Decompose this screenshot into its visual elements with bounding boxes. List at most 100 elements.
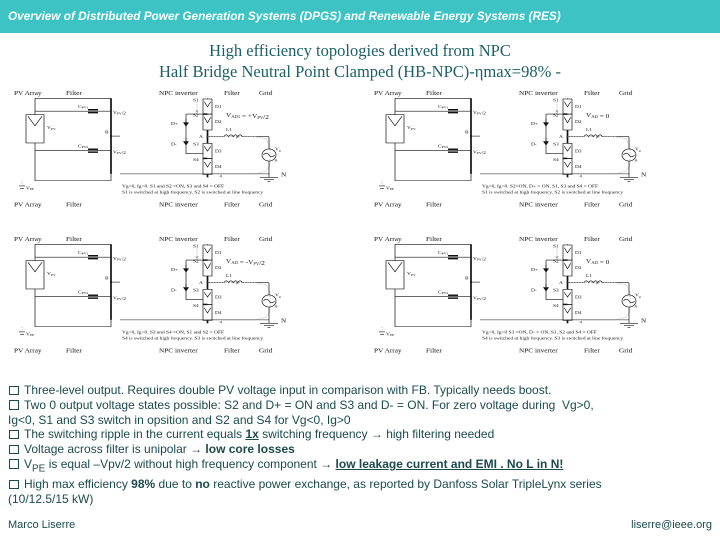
svg-text:CPV1: CPV1 [78, 105, 89, 110]
svg-text:Filter: Filter [66, 90, 83, 96]
svg-text:VAD = -VPV/2: VAD = -VPV/2 [226, 259, 266, 267]
svg-text:Grid: Grid [619, 236, 633, 242]
svg-text:NPC inverter: NPC inverter [159, 202, 198, 208]
svg-text:D1: D1 [575, 105, 582, 110]
svg-text:L1: L1 [226, 128, 233, 133]
svg-text:D+: D+ [171, 122, 178, 127]
svg-text:N: N [641, 172, 646, 178]
svg-text:NPC inverter: NPC inverter [519, 202, 558, 208]
svg-text:D1: D1 [215, 251, 222, 256]
svg-text:Filter: Filter [426, 90, 443, 96]
svg-text:D3: D3 [215, 296, 222, 301]
svg-text:Filter: Filter [224, 90, 241, 96]
svg-text:VPE: VPE [26, 187, 34, 192]
svg-text:D1: D1 [215, 105, 222, 110]
svg-text:L1: L1 [226, 274, 233, 279]
svg-text:VPV: VPV [47, 126, 56, 131]
svg-text:A: A [199, 281, 203, 286]
svg-text:NPC inverter: NPC inverter [159, 90, 198, 96]
svg-text:S1 is switched at high frequen: S1 is switched at high frequency. S2 is … [122, 191, 264, 196]
svg-text:VPV: VPV [47, 272, 56, 277]
svg-text:S2: S2 [193, 114, 199, 119]
svg-text:B: B [105, 131, 109, 136]
svg-text:D+: D+ [531, 122, 538, 127]
svg-text:S4 is switched at high frequen: S4 is switched at high frequency. S3 is … [122, 337, 264, 342]
svg-text:N: N [641, 318, 646, 324]
svg-text:VPV/2: VPV/2 [113, 151, 126, 156]
svg-text:Filter: Filter [584, 90, 601, 96]
svg-text:NPC inverter: NPC inverter [159, 236, 198, 242]
svg-text:D4: D4 [575, 311, 582, 316]
svg-text:S4: S4 [193, 304, 199, 309]
svg-text:VAD = 0: VAD = 0 [586, 113, 610, 120]
svg-text:PV Array: PV Array [14, 90, 42, 96]
svg-text:CPV2: CPV2 [78, 290, 89, 295]
svg-text:D4: D4 [215, 311, 222, 316]
svg-text:D-: D- [531, 143, 537, 148]
svg-text:L1: L1 [586, 274, 593, 279]
svg-text:D4: D4 [215, 165, 222, 170]
svg-text:VPV/2: VPV/2 [113, 297, 126, 302]
svg-text:S2: S2 [193, 260, 199, 265]
svg-text:B: B [105, 277, 109, 282]
svg-text:S1 is switched at high frequen: S1 is switched at high frequency. S2 is … [482, 191, 624, 196]
svg-text:Filter: Filter [584, 236, 601, 242]
svg-text:S4: S4 [553, 304, 559, 309]
svg-text:S3: S3 [553, 143, 559, 148]
svg-text:Grid: Grid [619, 348, 633, 354]
svg-text:CPV2: CPV2 [438, 290, 449, 295]
svg-text:VPV/2: VPV/2 [473, 111, 486, 116]
svg-text:D+: D+ [531, 268, 538, 273]
svg-text:A: A [559, 281, 563, 286]
svg-text:S4: S4 [553, 158, 559, 163]
svg-text:A: A [559, 135, 563, 140]
svg-text:Grid: Grid [259, 236, 273, 242]
svg-text:A: A [199, 135, 203, 140]
svg-text:Vg>0, Ig>0. S2=ON, D+ = ON, S: Vg>0, Ig>0. S2=ON, D+ = ON, S1, S3 and S… [482, 185, 598, 190]
svg-text:Vg>0, Ig>0 S3 =ON, D- = ON, S: Vg>0, Ig>0 S3 =ON, D- = ON, S1, S2 and S… [482, 331, 597, 336]
svg-text:NPC inverter: NPC inverter [519, 348, 558, 354]
svg-text:N: N [281, 172, 286, 178]
svg-text:S4: S4 [193, 158, 199, 163]
svg-text:Vg: Vg [275, 294, 281, 299]
svg-text:CPV2: CPV2 [78, 144, 89, 149]
svg-text:PV Array: PV Array [374, 90, 402, 96]
svg-text:Filter: Filter [426, 236, 443, 242]
svg-text:CPV1: CPV1 [78, 251, 89, 256]
svg-text:VPE: VPE [386, 187, 394, 192]
svg-text:Filter: Filter [66, 202, 83, 208]
svg-text:S3: S3 [193, 143, 199, 148]
svg-text:Vg>0, Ig>0. S1 and S2 =ON, S3: Vg>0, Ig>0. S1 and S2 =ON, S3 and S4 = O… [122, 185, 224, 190]
svg-text:PV Array: PV Array [374, 202, 402, 208]
svg-text:VPV: VPV [407, 126, 416, 131]
svg-text:S1: S1 [193, 245, 199, 250]
svg-text:S3: S3 [553, 289, 559, 294]
svg-text:Grid: Grid [259, 202, 273, 208]
svg-text:D-: D- [171, 289, 177, 294]
svg-text:CPV1: CPV1 [438, 105, 449, 110]
svg-text:VPV/2: VPV/2 [473, 257, 486, 262]
svg-text:N: N [281, 318, 286, 324]
svg-text:Grid: Grid [259, 348, 273, 354]
svg-text:L1: L1 [586, 128, 593, 133]
svg-text:D3: D3 [215, 150, 222, 155]
svg-text:Filter: Filter [224, 348, 241, 354]
svg-text:D3: D3 [575, 296, 582, 301]
svg-text:D2: D2 [215, 266, 222, 271]
svg-text:VAD1 = +VPV/2: VAD1 = +VPV/2 [226, 113, 269, 121]
svg-text:Vg<0, Ig<0. S3 and S4 =ON, S1: Vg<0, Ig<0. S3 and S4 =ON, S1 and S2 = O… [122, 331, 224, 336]
svg-text:D1: D1 [575, 251, 582, 256]
svg-text:NPC inverter: NPC inverter [519, 90, 558, 96]
svg-text:CPV2: CPV2 [438, 144, 449, 149]
svg-text:S1: S1 [193, 99, 199, 104]
svg-text:Vg: Vg [635, 294, 641, 299]
svg-text:VPV/2: VPV/2 [473, 297, 486, 302]
svg-text:VAD = 0: VAD = 0 [586, 259, 610, 266]
svg-text:Filter: Filter [426, 348, 443, 354]
svg-text:Filter: Filter [66, 236, 83, 242]
svg-text:VPE: VPE [26, 333, 34, 338]
svg-text:Filter: Filter [224, 202, 241, 208]
svg-text:Grid: Grid [259, 90, 273, 96]
svg-text:NPC inverter: NPC inverter [519, 236, 558, 242]
svg-text:B: B [465, 131, 469, 136]
